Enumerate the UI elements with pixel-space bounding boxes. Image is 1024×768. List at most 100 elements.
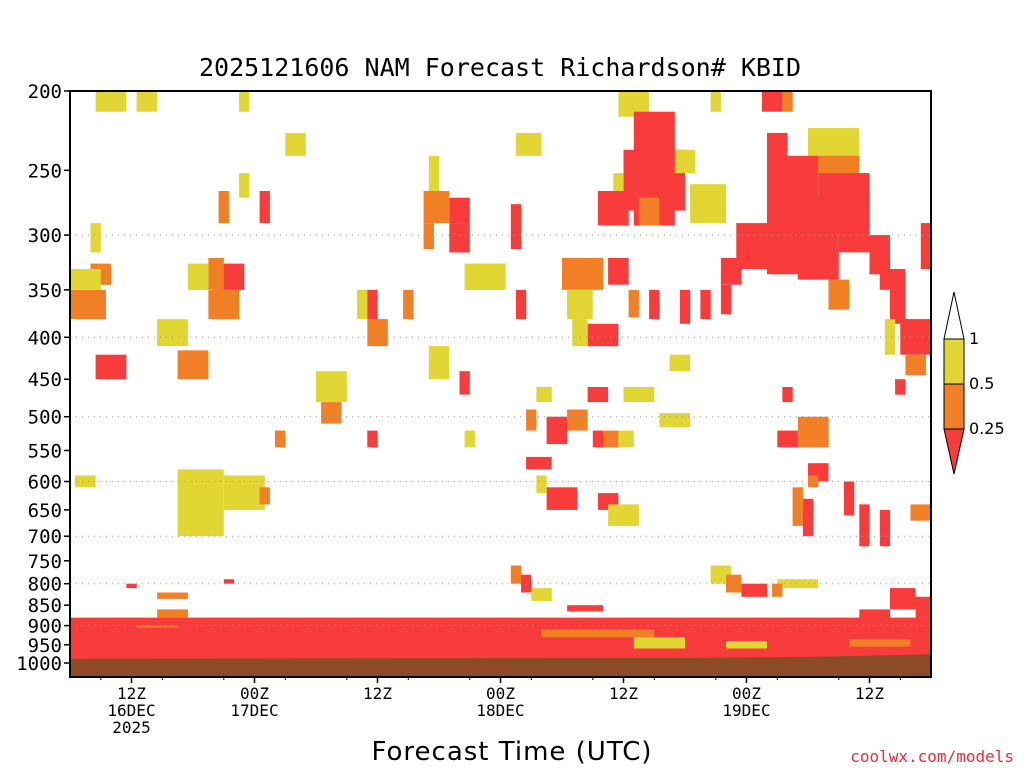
x-tick-label: 00Z — [732, 684, 761, 703]
heatmap-cell — [895, 379, 906, 395]
y-tick-label: 600 — [28, 472, 62, 494]
heatmap-cell — [761, 91, 783, 112]
x-tick-label: 00Z — [240, 684, 269, 703]
y-tick-label: 250 — [28, 160, 62, 182]
heatmap-cell — [741, 583, 767, 597]
terrain-layer — [70, 654, 931, 677]
heatmap-cell — [90, 223, 101, 253]
colorbar-legend: 1 0.5 0.25 — [943, 291, 1005, 475]
heatmap-cell — [900, 319, 932, 355]
y-tick-label: 500 — [28, 407, 62, 429]
terrain-area — [70, 654, 931, 677]
heatmap-cell — [70, 627, 931, 660]
heatmap-cell — [218, 191, 229, 223]
y-tick-label: 1000 — [16, 653, 62, 675]
heatmap-cell — [239, 91, 250, 112]
x-tick-label: 00Z — [486, 684, 515, 703]
heatmap-cell — [700, 289, 711, 320]
heatmap-cell — [567, 605, 603, 612]
heatmap-cell — [777, 430, 798, 448]
heatmap-cell — [510, 204, 522, 250]
heatmap-cell — [782, 91, 793, 112]
heatmap-cell — [136, 91, 158, 112]
heatmap-cell — [905, 354, 926, 376]
heatmap-cell — [879, 258, 891, 290]
heatmap-cell — [208, 289, 240, 320]
heatmap-cell — [239, 173, 250, 198]
heatmap-cell — [428, 155, 440, 191]
heatmap-cell — [920, 223, 932, 269]
heatmap-cell — [316, 371, 347, 403]
heatmap-cell — [649, 289, 660, 320]
y-tick-label: 850 — [28, 595, 62, 617]
y-tick-label: 550 — [28, 441, 62, 463]
y-tick-label: 800 — [28, 574, 62, 596]
heatmap-cell — [720, 258, 742, 285]
heatmap-cell — [915, 596, 931, 618]
heatmap-cell — [710, 565, 732, 584]
heatmap-cell — [177, 469, 224, 537]
heatmap-cell — [587, 323, 619, 347]
heatmap-cell — [541, 629, 655, 638]
heatmap-cell — [187, 263, 209, 290]
y-tick-label: 950 — [28, 635, 62, 657]
heatmap-cell — [843, 481, 855, 516]
heatmap-cell — [890, 588, 916, 610]
heatmap-cell — [223, 579, 235, 584]
x-tick-label: 12Z — [117, 684, 146, 703]
heatmap-cell — [726, 574, 742, 593]
heatmap-cell — [567, 289, 593, 320]
heatmap-cell — [772, 583, 783, 597]
y-tick-label: 300 — [28, 225, 62, 247]
heatmap-cell — [608, 258, 629, 285]
heatmap-cell — [777, 579, 819, 589]
heatmap-cell — [638, 197, 660, 226]
y-tick-label: 700 — [28, 526, 62, 548]
heatmap-cell — [618, 430, 634, 448]
x-tick-label: 2025 — [112, 718, 151, 737]
heatmap-cell — [792, 487, 803, 526]
heatmap-cell — [403, 289, 414, 320]
y-tick-label: 200 — [28, 81, 62, 103]
heatmap-cell — [321, 402, 342, 424]
heatmap-cell — [910, 504, 931, 521]
heatmap-cell — [849, 639, 911, 647]
heatmap-cell — [223, 475, 265, 510]
heatmap-cell — [449, 223, 470, 253]
heatmap-cell — [259, 487, 270, 505]
heatmap-cell — [633, 637, 686, 649]
chart-title: 2025121606 NAM Forecast Richardson# KBID — [199, 53, 801, 82]
heatmap-cell — [613, 173, 624, 198]
x-tick-label: 12Z — [609, 684, 638, 703]
heatmap-cell — [285, 132, 306, 156]
heatmap-cell — [75, 475, 96, 488]
heatmap-cell — [459, 371, 470, 395]
heatmap-cell — [592, 430, 604, 448]
heatmap-cell — [679, 289, 691, 324]
heatmap-cell — [562, 258, 603, 290]
heatmap-cell — [259, 191, 270, 223]
heatmap-cell — [515, 289, 527, 320]
heatmap-cell — [859, 504, 870, 547]
heatmap-cell — [572, 319, 588, 347]
heatmap-cell — [464, 263, 506, 290]
heatmap-cell — [449, 197, 470, 224]
y-tick-label: 350 — [28, 280, 62, 302]
heatmap-cell — [808, 475, 819, 488]
heatmap-cell — [546, 416, 568, 445]
heatmap-cell — [95, 91, 127, 112]
heatmap-cell — [884, 319, 896, 355]
heatmap-cell — [208, 258, 224, 290]
colorbar-band — [943, 383, 965, 430]
x-axis-title: Forecast Time (UTC) — [371, 737, 652, 767]
heatmap-cell — [526, 409, 537, 431]
heatmap-cell — [275, 430, 286, 448]
heatmap-cell — [674, 149, 696, 174]
colorbar-bottom-triangle — [943, 428, 965, 475]
heatmap-cell — [828, 279, 849, 310]
heatmap-cell — [367, 319, 388, 347]
heatmap-cell — [710, 91, 721, 112]
heatmap-cell — [838, 184, 870, 253]
heatmap-cell — [423, 223, 434, 250]
